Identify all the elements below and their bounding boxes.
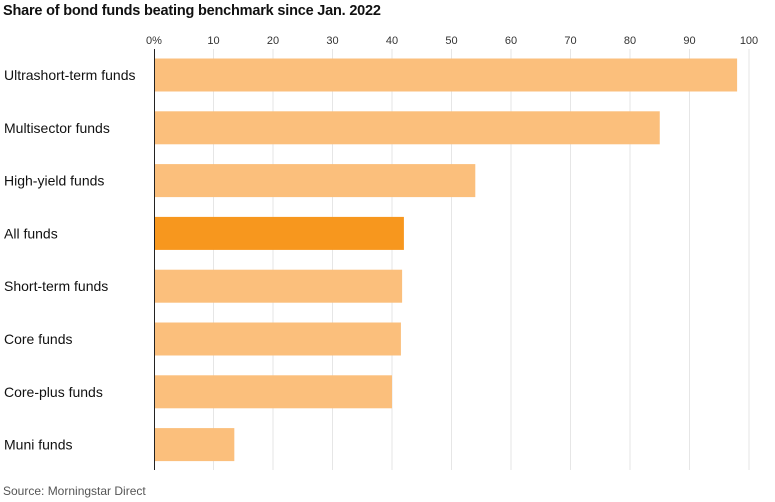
category-label: Core funds xyxy=(4,331,72,347)
x-tick-label: 10 xyxy=(207,35,219,47)
source-note: Source: Morningstar Direct xyxy=(3,484,146,498)
x-tick-label: 70 xyxy=(564,35,576,47)
x-tick-label: 30 xyxy=(326,35,338,47)
category-label: All funds xyxy=(4,225,58,241)
chart-title: Share of bond funds beating benchmark si… xyxy=(3,3,381,19)
category-label: Ultrashort-term funds xyxy=(4,67,135,83)
bar xyxy=(154,269,403,303)
bar xyxy=(154,164,476,198)
x-tick-label: 80 xyxy=(624,35,636,47)
bar xyxy=(154,216,404,250)
category-label: Multisector funds xyxy=(4,120,110,136)
x-tick-label: 60 xyxy=(505,35,517,47)
x-tick-label: 90 xyxy=(683,35,695,47)
category-label: High-yield funds xyxy=(4,173,104,189)
x-tick-label: 40 xyxy=(386,35,398,47)
bar xyxy=(154,322,401,356)
bar xyxy=(154,111,660,145)
category-label: Muni funds xyxy=(4,437,72,453)
category-label: Core-plus funds xyxy=(4,384,103,400)
bar xyxy=(154,58,738,92)
category-label: Short-term funds xyxy=(4,278,108,294)
x-tick-label: 0% xyxy=(146,35,162,47)
x-tick-label: 100 xyxy=(740,35,758,47)
x-tick-label: 50 xyxy=(445,35,457,47)
bar xyxy=(154,428,235,462)
x-tick-label: 20 xyxy=(267,35,279,47)
bar xyxy=(154,375,392,409)
